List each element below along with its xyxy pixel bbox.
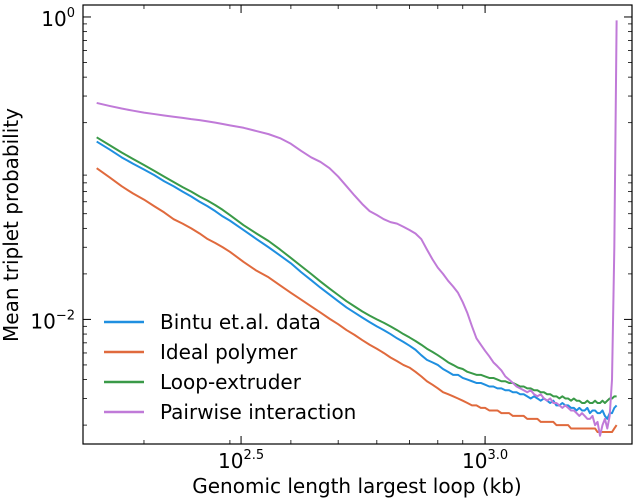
axes: 10−2 100 102.5 103.0 xyxy=(30,4,633,473)
legend-label-1: Bintu et.al. data xyxy=(160,310,321,334)
series-line-2 xyxy=(96,167,618,434)
x-tick-label: 102.5 xyxy=(218,448,264,473)
plot-area xyxy=(96,20,618,437)
x-axis-label: Genomic length largest loop (kb) xyxy=(192,474,521,498)
series-line-4 xyxy=(96,20,618,437)
legend: Bintu et.al. data Ideal polymer Loop-extru… xyxy=(104,310,356,424)
y-tick-label: 10−2 xyxy=(30,308,75,333)
plot-frame xyxy=(82,4,633,445)
series-line-1 xyxy=(96,140,618,420)
x-tick-label: 103.0 xyxy=(462,448,508,473)
y-axis-label: Mean triplet probability xyxy=(0,108,23,342)
y-tick-label: 100 xyxy=(41,6,75,31)
legend-label-3: Loop-extruder xyxy=(160,370,302,394)
series-line-3 xyxy=(96,136,617,405)
legend-label-4: Pairwise interaction xyxy=(160,400,356,424)
legend-label-2: Ideal polymer xyxy=(160,340,298,364)
